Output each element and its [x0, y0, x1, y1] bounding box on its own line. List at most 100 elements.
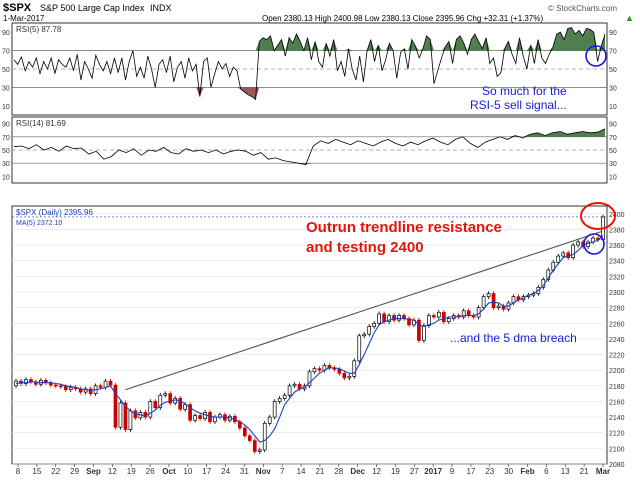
candle-body	[362, 333, 367, 337]
rsi5-tick-right: 70	[609, 49, 617, 56]
candle-body	[242, 427, 247, 437]
x-axis-label: 26	[146, 467, 155, 476]
price-tick-label: 2380	[609, 227, 625, 234]
candle-body	[392, 315, 396, 321]
rsi5-plot: 90 90 70 70 50 50 30 30 10 10	[2, 27, 617, 111]
chart-symbol-name: S&P 500 Large Cap Index	[40, 3, 145, 13]
rsi14-tick-right: 50	[609, 148, 617, 155]
ma-legend: MA(5) 2372.10	[16, 220, 62, 227]
rsi14-tick-right: 10	[609, 174, 617, 181]
candle-body	[108, 380, 113, 386]
candle-body	[208, 412, 212, 423]
price-tick-label: 2320	[609, 274, 625, 281]
rsi5-title: RSI(5) 87.78	[16, 25, 62, 34]
candle-body	[436, 311, 441, 318]
x-axis-label: Dec	[350, 467, 365, 476]
rsi14-tick-right: 30	[609, 161, 617, 168]
candle-body	[193, 415, 197, 421]
x-axis-label: Sep	[86, 467, 101, 476]
candle-body	[153, 401, 158, 409]
rsi14-tick-left: 30	[2, 161, 10, 168]
x-axis-label: 31	[240, 467, 249, 476]
trendline	[125, 230, 604, 391]
candle-body	[183, 404, 187, 410]
price-plot: 2400 2380 2360 2340 2320 2300 2280 2260 2240 2220…	[12, 212, 625, 469]
candle-body	[427, 315, 431, 326]
price-annotation-line-1: Outrun trendline resistance	[306, 219, 502, 236]
rsi14-overbought-fill	[14, 128, 605, 137]
candle-body	[68, 387, 73, 391]
x-axis-label: Nov	[256, 467, 272, 476]
rsi-highlight-circle	[585, 45, 607, 67]
price-tick-label: 2100	[609, 446, 625, 453]
candle-body	[481, 296, 486, 308]
candle-body	[247, 435, 252, 441]
x-axis-label: 2017	[424, 467, 442, 476]
x-axis-label: 9	[450, 467, 455, 476]
candle-body	[352, 360, 357, 377]
candle-body	[24, 379, 28, 384]
candle-body	[63, 386, 68, 391]
candle-body	[372, 322, 377, 327]
price-annotation-line-2: and testing 2400	[306, 239, 424, 256]
chart-exchange: INDX	[150, 3, 172, 13]
rsi5-tick-left: 90	[2, 30, 10, 37]
candle-body	[113, 384, 118, 428]
x-axis-label: 23	[485, 467, 494, 476]
candle-body	[417, 319, 421, 341]
candle-body	[432, 315, 436, 318]
rsi14-tick-left: 70	[2, 135, 10, 142]
candle-body	[337, 369, 342, 374]
x-axis-label: 24	[221, 467, 230, 476]
trend-arrow-icon: ▲	[625, 13, 634, 23]
ma-annotation: ...and the 5 dma breach	[450, 331, 577, 345]
candle-body	[178, 397, 183, 410]
x-axis-label: 14	[297, 467, 306, 476]
x-axis-label: Mar	[596, 467, 610, 476]
candle-body	[387, 315, 391, 323]
candle-body	[556, 255, 561, 263]
rsi5-tick-left: 10	[2, 104, 10, 111]
x-axis-label: 28	[334, 467, 343, 476]
candle-body	[342, 372, 347, 379]
x-axis-label: 15	[32, 467, 41, 476]
x-axis-label: 21	[315, 467, 324, 476]
candle-body	[267, 416, 272, 424]
candle-body	[272, 401, 277, 418]
candle-body	[571, 244, 575, 258]
candle-body	[307, 371, 312, 387]
candle-body	[213, 416, 217, 423]
x-axis-label: Feb	[520, 467, 534, 476]
price-tick-label: 2280	[609, 306, 625, 313]
candle-body	[188, 404, 192, 421]
x-axis-label: 19	[391, 467, 400, 476]
x-axis-label: 17	[202, 467, 211, 476]
rsi14-line	[13, 128, 606, 165]
x-axis-label: 7	[280, 467, 285, 476]
price-tick-label: 2360	[609, 243, 625, 250]
candle-body	[128, 410, 133, 430]
price-tick-label: 2120	[609, 431, 625, 438]
x-axis-label: 10	[183, 467, 192, 476]
x-axis-label: 17	[466, 467, 475, 476]
rsi5-tick-right: 30	[609, 85, 617, 92]
x-axis-label: 22	[51, 467, 60, 476]
candle-body	[561, 252, 566, 257]
price-tick-label: 2300	[609, 290, 625, 297]
price-panel	[11, 205, 608, 465]
candle-body	[98, 385, 103, 388]
price-tick-label: 2200	[609, 368, 625, 375]
watermark: © StockCharts.com	[548, 4, 617, 13]
rsi14-tick-left: 10	[2, 174, 10, 181]
x-axis-label: Oct	[162, 467, 176, 476]
candle-body	[83, 388, 88, 393]
rsi14-title: RSI(14) 81.69	[16, 119, 66, 128]
price-tick-label: 2140	[609, 415, 625, 422]
candle-body	[491, 293, 496, 308]
x-axis-label: 13	[561, 467, 570, 476]
candle-body	[486, 293, 491, 298]
x-axis-label: 30	[504, 467, 513, 476]
candle-body	[58, 385, 63, 388]
candle-body	[123, 402, 128, 430]
